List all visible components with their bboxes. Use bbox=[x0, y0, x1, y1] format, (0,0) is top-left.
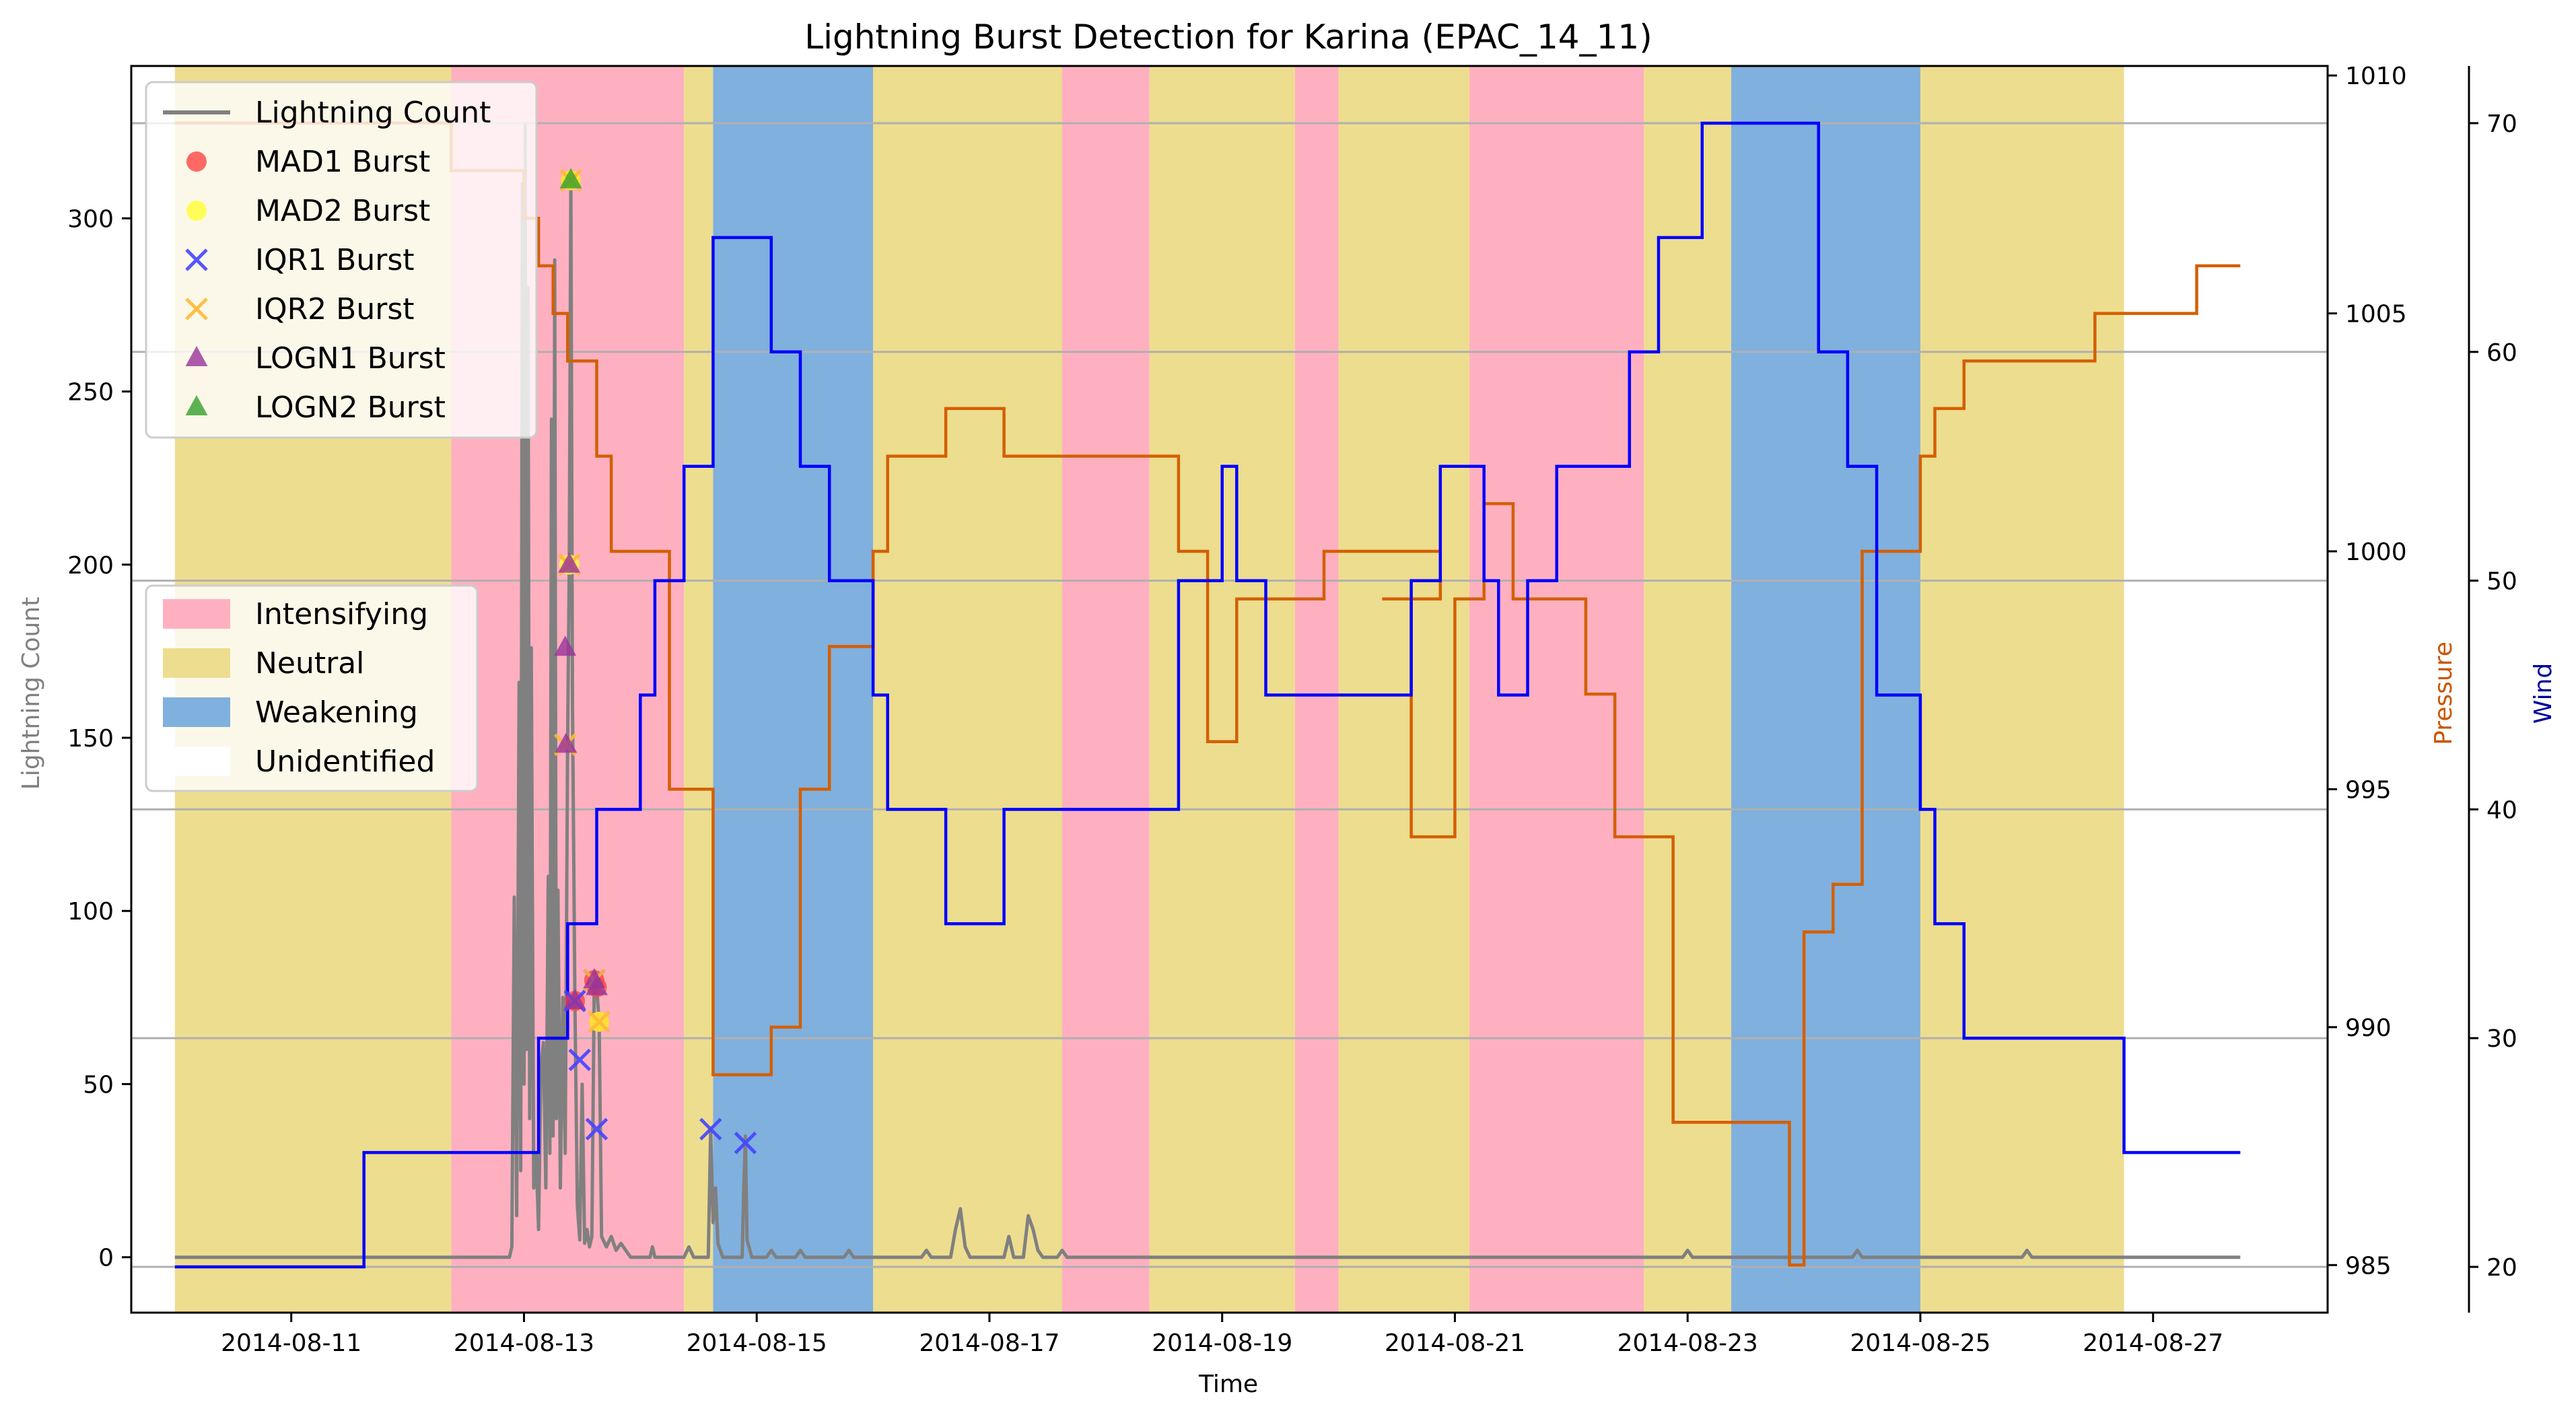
x-axis-label: Time bbox=[1198, 1371, 1258, 1398]
y-left-tick-label: 100 bbox=[67, 898, 114, 926]
iqr1-burst-marker bbox=[734, 1132, 757, 1154]
phase-legend: Intensifying Neutral Weakening Unidentified bbox=[145, 584, 479, 792]
legend-mad2-burst-swatch bbox=[186, 201, 207, 221]
legend-label: IQR2 Burst bbox=[255, 292, 415, 326]
legend-phase-swatch bbox=[163, 599, 230, 629]
lightning-axis-label: Lightning Count bbox=[18, 597, 45, 790]
logn1-burst-marker bbox=[585, 975, 608, 996]
phase-band-neutral bbox=[684, 66, 713, 1313]
pressure-axis-label: Pressure bbox=[2430, 642, 2458, 745]
x-tick-label: 2014-08-11 bbox=[221, 1329, 361, 1357]
pressure-line bbox=[174, 121, 2241, 1267]
logn2-burst-marker bbox=[559, 168, 582, 188]
legend-label: Unidentified bbox=[255, 745, 435, 779]
phase-band-neutral bbox=[1920, 66, 2124, 1313]
logn1-burst-marker bbox=[563, 989, 586, 1009]
iqr1-burst-marker bbox=[699, 1117, 722, 1141]
wind-tick-label: 60 bbox=[2486, 339, 2517, 367]
burst-markers bbox=[553, 168, 757, 1154]
pressure-tick-label: 985 bbox=[2345, 1252, 2392, 1280]
legend-logn1-burst-swatch bbox=[185, 346, 208, 366]
x-tick-label: 2014-08-15 bbox=[687, 1329, 827, 1357]
phase-band-neutral bbox=[1149, 66, 1295, 1313]
iqr1-burst-marker bbox=[568, 1048, 592, 1072]
series-legend: Lightning Count MAD1 Burst MAD2 Burst IQR1 … bbox=[145, 81, 538, 439]
legend-label: MAD2 Burst bbox=[255, 194, 430, 228]
lightning-count-line bbox=[174, 123, 2241, 1259]
wind-axis-label: Wind bbox=[2530, 663, 2557, 724]
wind-tick-label: 40 bbox=[2486, 796, 2517, 824]
legend-phase-swatch bbox=[163, 648, 230, 678]
legend-iqr1-burst-swatch bbox=[185, 248, 208, 271]
legend-phase-swatch bbox=[163, 697, 230, 727]
x-tick-label: 2014-08-19 bbox=[1152, 1329, 1292, 1357]
phase-legend-box bbox=[145, 584, 479, 792]
pressure-tick-label: 1000 bbox=[2345, 539, 2407, 566]
wind-line bbox=[174, 121, 2241, 1269]
pressure-series bbox=[174, 121, 2241, 1267]
y-left-tick-label: 0 bbox=[98, 1245, 114, 1272]
phase-band-neutral bbox=[873, 66, 1062, 1313]
legend-label: Intensifying bbox=[255, 597, 428, 631]
series-legend-box bbox=[145, 81, 538, 439]
iqr2-burst-marker bbox=[588, 1010, 611, 1033]
wind-tick-label: 50 bbox=[2486, 568, 2517, 596]
legend-logn2-burst-swatch bbox=[185, 395, 208, 415]
legend-label: Lightning Count bbox=[255, 96, 491, 130]
axes: 2014-08-11 2014-08-13 2014-08-15 2014-08-17… bbox=[67, 63, 2517, 1357]
legend-iqr2-burst-swatch bbox=[185, 298, 208, 320]
wind-tick-label: 30 bbox=[2486, 1025, 2517, 1053]
phase-band-weakening bbox=[713, 66, 874, 1313]
phase-band-neutral bbox=[1338, 66, 1470, 1313]
phase-band-weakening bbox=[1731, 66, 1920, 1313]
pressure-tick-label: 1010 bbox=[2345, 63, 2407, 90]
legend-label: MAD1 Burst bbox=[255, 145, 430, 179]
y-left-tick-label: 200 bbox=[67, 552, 114, 580]
logn1-burst-marker bbox=[558, 552, 581, 573]
phase-band-intensifying bbox=[1294, 66, 1339, 1313]
wind-tick-label: 70 bbox=[2486, 110, 2517, 138]
pressure-tick-label: 1005 bbox=[2345, 301, 2407, 328]
x-tick-label: 2014-08-21 bbox=[1385, 1329, 1525, 1357]
legend-label: Weakening bbox=[255, 695, 418, 730]
plot-frame bbox=[130, 65, 2329, 1314]
chart-title: Lightning Burst Detection for Karina (EP… bbox=[804, 18, 1652, 57]
phase-band-intensifying bbox=[1469, 66, 1644, 1313]
phase-bands bbox=[174, 66, 2124, 1313]
phase-band-intensifying bbox=[1061, 66, 1150, 1313]
x-tick-label: 2014-08-27 bbox=[2083, 1329, 2223, 1357]
x-tick-label: 2014-08-17 bbox=[919, 1329, 1059, 1357]
legend-phase-swatch bbox=[163, 747, 230, 776]
y-left-tick-label: 50 bbox=[83, 1071, 114, 1099]
logn1-burst-marker bbox=[554, 635, 577, 656]
wind-grid-lines bbox=[131, 122, 2328, 1268]
legend-label: LOGN2 Burst bbox=[255, 390, 446, 425]
legend-label: Neutral bbox=[255, 646, 364, 681]
logn1-burst-marker bbox=[555, 732, 578, 753]
legend-label: LOGN1 Burst bbox=[255, 341, 446, 376]
pressure-tick-label: 995 bbox=[2345, 776, 2392, 804]
wind-tick-label: 20 bbox=[2486, 1254, 2517, 1282]
y-left-tick-label: 150 bbox=[67, 725, 114, 753]
legend-label: IQR1 Burst bbox=[255, 243, 415, 277]
iqr1-burst-marker bbox=[585, 1117, 608, 1141]
lightning-series bbox=[174, 123, 2241, 1259]
pressure-tick-label: 990 bbox=[2345, 1014, 2392, 1042]
x-tick-label: 2014-08-13 bbox=[454, 1329, 594, 1357]
y-left-tick-label: 300 bbox=[67, 205, 114, 233]
x-tick-label: 2014-08-25 bbox=[1850, 1329, 1990, 1357]
legend-mad1-burst-swatch bbox=[186, 151, 207, 172]
x-tick-label: 2014-08-23 bbox=[1617, 1329, 1758, 1357]
y-left-tick-label: 250 bbox=[67, 379, 114, 407]
wind-series bbox=[174, 121, 2241, 1269]
